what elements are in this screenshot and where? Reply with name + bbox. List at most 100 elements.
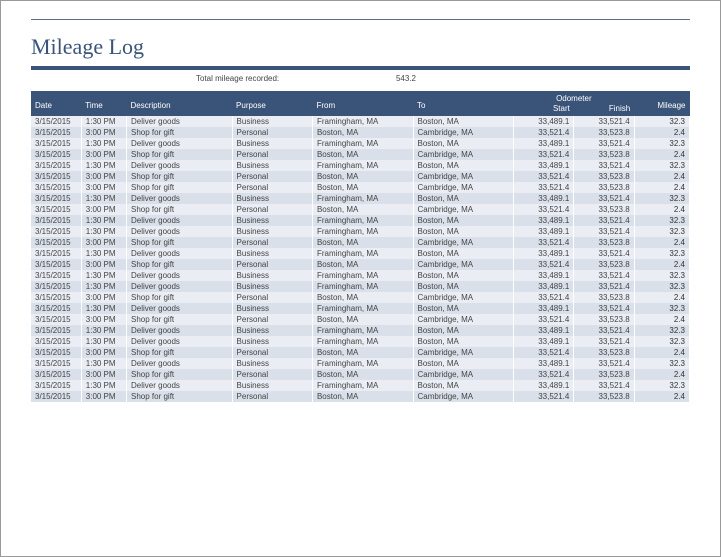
- table-cell: 2.4: [634, 204, 689, 215]
- table-cell: Personal: [232, 127, 312, 138]
- table-cell: Cambridge, MA: [413, 292, 514, 303]
- table-cell: 33,523.8: [574, 171, 634, 182]
- table-cell: Boston, MA: [312, 292, 413, 303]
- table-cell: Shop for gift: [127, 391, 233, 402]
- table-cell: Personal: [232, 259, 312, 270]
- table-cell: Business: [232, 281, 312, 292]
- table-row: 3/15/20151:30 PMDeliver goodsBusinessFra…: [31, 270, 690, 281]
- table-cell: 33,521.4: [514, 149, 574, 160]
- table-cell: 33,489.1: [514, 281, 574, 292]
- table-cell: 3/15/2015: [31, 248, 81, 259]
- table-cell: 2.4: [634, 127, 689, 138]
- table-cell: 3/15/2015: [31, 325, 81, 336]
- total-mileage-label: Total mileage recorded:: [196, 74, 336, 83]
- table-cell: Framingham, MA: [312, 215, 413, 226]
- table-cell: Boston, MA: [413, 248, 514, 259]
- table-cell: 2.4: [634, 237, 689, 248]
- mileage-table: Date Time Description Purpose From To Od…: [31, 91, 690, 402]
- table-cell: 32.3: [634, 160, 689, 171]
- table-cell: 3/15/2015: [31, 215, 81, 226]
- table-cell: 33,521.4: [574, 358, 634, 369]
- table-cell: Framingham, MA: [312, 160, 413, 171]
- table-row: 3/15/20153:00 PMShop for giftPersonalBos…: [31, 292, 690, 303]
- table-cell: Business: [232, 215, 312, 226]
- table-cell: 3/15/2015: [31, 193, 81, 204]
- table-cell: 32.3: [634, 303, 689, 314]
- table-cell: 33,523.8: [574, 347, 634, 358]
- table-cell: 33,521.4: [574, 248, 634, 259]
- table-cell: 3/15/2015: [31, 204, 81, 215]
- table-cell: Personal: [232, 391, 312, 402]
- table-cell: 3/15/2015: [31, 160, 81, 171]
- table-cell: 2.4: [634, 314, 689, 325]
- table-cell: 3/15/2015: [31, 138, 81, 149]
- table-cell: 33,489.1: [514, 226, 574, 237]
- col-time: Time: [81, 92, 126, 117]
- col-desc: Description: [127, 92, 233, 117]
- col-purpose: Purpose: [232, 92, 312, 117]
- table-cell: 33,521.4: [574, 160, 634, 171]
- total-mileage-value: 543.2: [336, 74, 416, 83]
- table-cell: 33,489.1: [514, 303, 574, 314]
- table-cell: 33,521.4: [514, 171, 574, 182]
- table-cell: Boston, MA: [413, 215, 514, 226]
- table-cell: 33,489.1: [514, 160, 574, 171]
- table-cell: 33,523.8: [574, 391, 634, 402]
- table-cell: 3/15/2015: [31, 358, 81, 369]
- table-cell: Personal: [232, 292, 312, 303]
- table-cell: 1:30 PM: [81, 358, 126, 369]
- table-row: 3/15/20151:30 PMDeliver goodsBusinessFra…: [31, 160, 690, 171]
- table-row: 3/15/20153:00 PMShop for giftPersonalBos…: [31, 347, 690, 358]
- table-cell: Business: [232, 336, 312, 347]
- table-cell: Framingham, MA: [312, 325, 413, 336]
- table-cell: 33,521.4: [574, 116, 634, 127]
- table-cell: 3/15/2015: [31, 116, 81, 127]
- col-finish: Finish: [574, 104, 634, 117]
- table-cell: 3/15/2015: [31, 369, 81, 380]
- table-cell: Personal: [232, 204, 312, 215]
- table-cell: 32.3: [634, 380, 689, 391]
- table-cell: Framingham, MA: [312, 226, 413, 237]
- table-row: 3/15/20153:00 PMShop for giftPersonalBos…: [31, 237, 690, 248]
- table-row: 3/15/20151:30 PMDeliver goodsBusinessFra…: [31, 281, 690, 292]
- col-start: Start: [514, 104, 574, 117]
- table-cell: 33,523.8: [574, 259, 634, 270]
- table-cell: Deliver goods: [127, 160, 233, 171]
- table-cell: 33,521.4: [574, 281, 634, 292]
- table-cell: 33,523.8: [574, 127, 634, 138]
- table-cell: Boston, MA: [413, 303, 514, 314]
- table-cell: Boston, MA: [413, 226, 514, 237]
- table-cell: 33,523.8: [574, 182, 634, 193]
- table-cell: 33,489.1: [514, 248, 574, 259]
- table-cell: 3/15/2015: [31, 149, 81, 160]
- col-to: To: [413, 92, 514, 117]
- table-cell: 33,521.4: [574, 226, 634, 237]
- table-cell: 1:30 PM: [81, 270, 126, 281]
- table-cell: 33,523.8: [574, 149, 634, 160]
- table-cell: Personal: [232, 171, 312, 182]
- table-cell: Business: [232, 138, 312, 149]
- table-cell: Shop for gift: [127, 347, 233, 358]
- col-date: Date: [31, 92, 81, 117]
- table-cell: 2.4: [634, 149, 689, 160]
- table-cell: Personal: [232, 369, 312, 380]
- table-cell: 33,521.4: [574, 336, 634, 347]
- table-cell: Boston, MA: [413, 193, 514, 204]
- table-cell: 33,523.8: [574, 369, 634, 380]
- table-cell: 33,521.4: [514, 369, 574, 380]
- table-cell: Business: [232, 116, 312, 127]
- table-row: 3/15/20153:00 PMShop for giftPersonalBos…: [31, 314, 690, 325]
- table-row: 3/15/20153:00 PMShop for giftPersonalBos…: [31, 149, 690, 160]
- table-cell: 3/15/2015: [31, 226, 81, 237]
- table-cell: Cambridge, MA: [413, 182, 514, 193]
- table-cell: Shop for gift: [127, 314, 233, 325]
- table-cell: Framingham, MA: [312, 193, 413, 204]
- table-cell: 1:30 PM: [81, 336, 126, 347]
- table-cell: Framingham, MA: [312, 270, 413, 281]
- title-rule: [31, 66, 690, 70]
- table-cell: 33,521.4: [574, 215, 634, 226]
- table-cell: 1:30 PM: [81, 193, 126, 204]
- table-cell: 1:30 PM: [81, 138, 126, 149]
- table-cell: Business: [232, 325, 312, 336]
- table-cell: 2.4: [634, 347, 689, 358]
